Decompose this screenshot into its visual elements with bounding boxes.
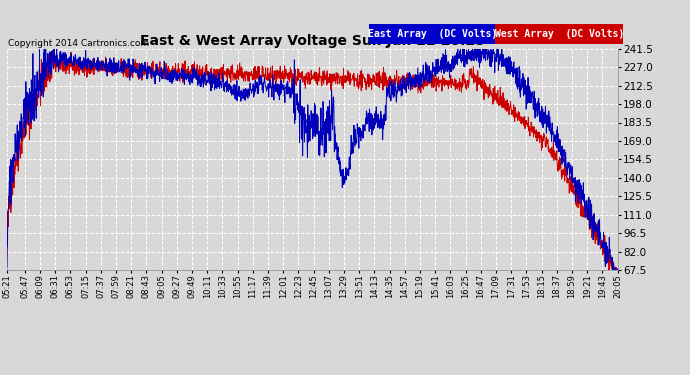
Title: East & West Array Voltage Sun Jun 22 20:25: East & West Array Voltage Sun Jun 22 20:… xyxy=(140,34,484,48)
Text: Copyright 2014 Cartronics.com: Copyright 2014 Cartronics.com xyxy=(8,39,150,48)
Text: West Array  (DC Volts): West Array (DC Volts) xyxy=(495,29,624,39)
Text: East Array  (DC Volts): East Array (DC Volts) xyxy=(368,29,497,39)
